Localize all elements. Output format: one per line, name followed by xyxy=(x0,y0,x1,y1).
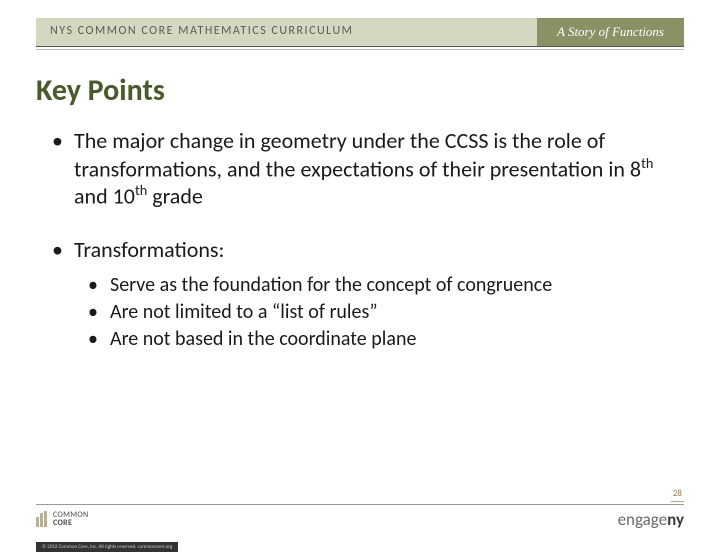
bullet-dot: • xyxy=(86,299,110,326)
copyright-text: © 2012 Common Core, Inc. All rights rese… xyxy=(36,542,178,552)
bullet-text: The major change in geometry under the C… xyxy=(74,127,670,210)
bullet-text: Transformations: xyxy=(74,236,224,264)
sub-bullet-item: • Are not limited to a “list of rules” xyxy=(86,299,670,326)
content-area: • The major change in geometry under the… xyxy=(50,127,670,353)
engageny-logo: engageny xyxy=(618,509,684,530)
bullet-item: • Transformations: xyxy=(50,236,670,264)
engage-text: engage xyxy=(618,509,668,530)
sub-bullet-text: Are not limited to a “list of rules” xyxy=(110,299,378,326)
header-spacer xyxy=(367,18,537,46)
logo-bars-icon xyxy=(36,511,47,527)
logo-line2: CORE xyxy=(53,519,88,527)
bullet-dot: • xyxy=(50,127,74,210)
page-number: 28 xyxy=(671,488,684,502)
ny-text: ny xyxy=(667,509,684,530)
header-right-label: A Story of Functions xyxy=(537,18,684,46)
text-span: and 10 xyxy=(74,183,135,210)
superscript: th xyxy=(135,181,147,199)
sub-bullet-item: • Serve as the foundation for the concep… xyxy=(86,272,670,299)
logo-text: COMMON CORE xyxy=(53,511,88,527)
footer-rule xyxy=(36,504,684,505)
bullet-dot: • xyxy=(86,326,110,353)
common-core-logo: COMMON CORE xyxy=(36,511,88,527)
text-span: grade xyxy=(147,183,203,210)
page-title: Key Points xyxy=(36,72,684,109)
footer: 28 COMMON CORE engageny © 2012 Common Co… xyxy=(0,504,720,558)
header-rule xyxy=(36,46,684,47)
text-span: The major change in geometry under the C… xyxy=(74,127,641,182)
superscript: th xyxy=(641,154,653,172)
bullet-dot: • xyxy=(86,272,110,299)
bullet-dot: • xyxy=(50,236,74,264)
sub-bullet-text: Serve as the foundation for the concept … xyxy=(110,272,552,299)
sub-bullet-text: Are not based in the coordinate plane xyxy=(110,326,416,353)
header-rule-light xyxy=(36,49,684,50)
bullet-item: • The major change in geometry under the… xyxy=(50,127,670,210)
header-bar: NYS COMMON CORE MATHEMATICS CURRICULUM A… xyxy=(36,18,684,46)
sub-bullet-item: • Are not based in the coordinate plane xyxy=(86,326,670,353)
header-left-label: NYS COMMON CORE MATHEMATICS CURRICULUM xyxy=(36,18,367,46)
